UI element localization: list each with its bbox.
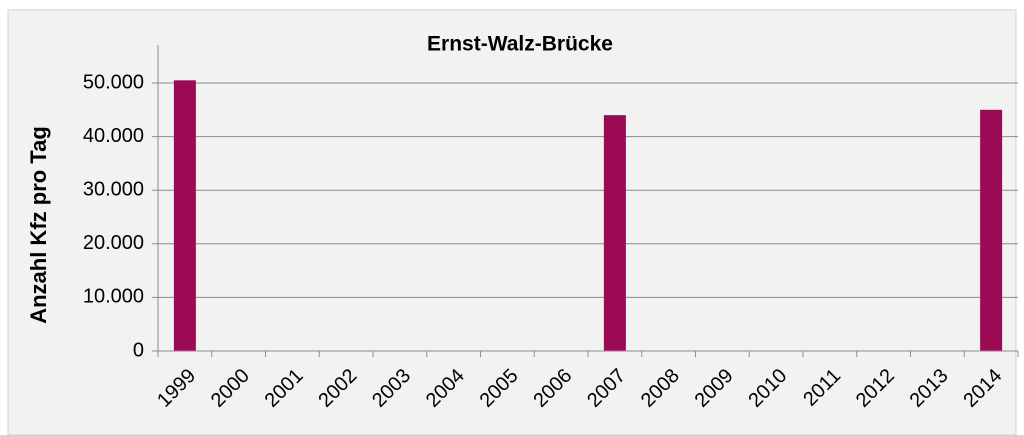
y-tick-label: 20.000: [83, 232, 144, 254]
y-tick-label: 10.000: [83, 286, 144, 308]
bar: [603, 115, 626, 351]
y-tick-label: 50.000: [83, 71, 144, 93]
y-tick-label: 30.000: [83, 178, 144, 200]
chart-title: Ernst-Walz-Brücke: [427, 33, 613, 56]
y-axis-label: Anzahl Kfz pro Tag: [26, 126, 51, 324]
y-tick-label: 40.000: [83, 125, 144, 147]
bar: [173, 80, 196, 351]
y-tick-label: 0: [133, 339, 144, 361]
bar: [980, 109, 1003, 351]
